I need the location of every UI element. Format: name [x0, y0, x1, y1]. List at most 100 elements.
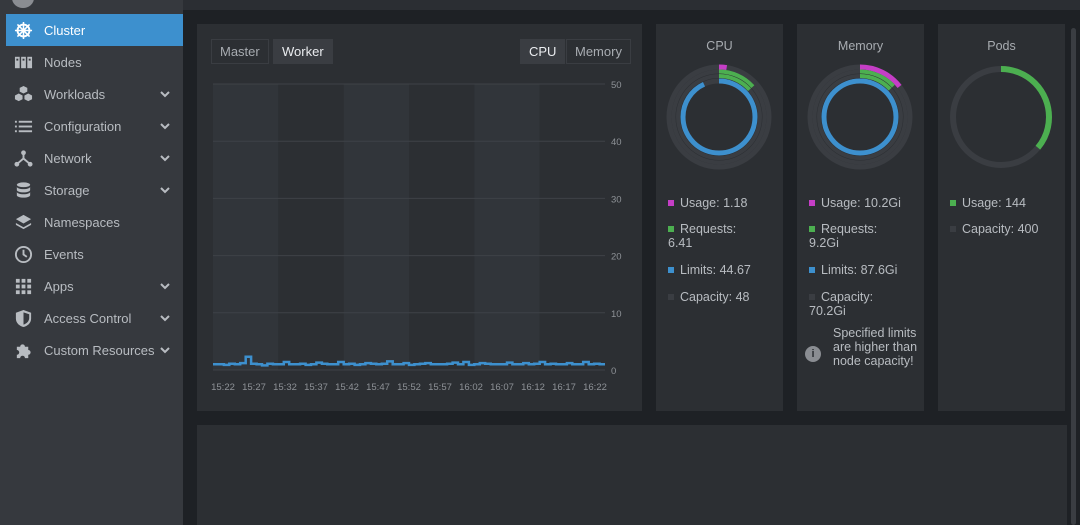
limits-arc — [821, 78, 899, 156]
top-bar — [183, 0, 1080, 10]
legend-usage: Usage: 1.18 — [668, 196, 786, 210]
chart-band — [474, 84, 540, 370]
sidebar: Cluster Nodes Workloads Configuration Ne… — [0, 0, 183, 525]
requests-arc — [812, 69, 908, 165]
sidebar-item-label: Network — [44, 150, 92, 166]
x-tick-label: 16:17 — [552, 382, 576, 393]
x-tick-label: 15:32 — [273, 382, 297, 393]
sidebar-item-storage[interactable]: Storage — [6, 174, 183, 206]
sidebar-item-custom-resources[interactable]: Custom Resources — [6, 334, 183, 366]
memory-card: Memory Usage: 10.2Gi Requests: 9.2Gi Limi… — [797, 24, 924, 411]
chevron-down-icon — [159, 88, 171, 100]
x-tick-label: 16:02 — [459, 382, 483, 393]
y-tick-label: 30 — [611, 194, 622, 205]
chart-band — [213, 84, 279, 370]
chart-band — [409, 84, 475, 370]
series-line — [213, 355, 605, 367]
tab-cpu[interactable]: CPU — [520, 39, 566, 64]
legend-capacity: Capacity: 70.2Gi — [809, 290, 874, 318]
puzzle-icon — [12, 339, 34, 361]
chevron-down-icon — [159, 312, 171, 324]
chevron-down-icon — [159, 152, 171, 164]
memory-donut — [807, 64, 913, 170]
sidebar-item-configuration[interactable]: Configuration — [6, 110, 183, 142]
info-icon: i — [805, 346, 821, 362]
pods-card: Pods Usage: 144 Capacity: 400 — [938, 24, 1065, 411]
y-tick-label: 50 — [611, 80, 622, 91]
usage-arc — [666, 64, 772, 170]
pods-donut — [950, 66, 1052, 168]
list-icon — [12, 115, 34, 137]
scrollbar-thumb[interactable] — [1071, 28, 1076, 525]
x-tick-label: 16:12 — [521, 382, 545, 393]
limits-warning: i Specified limits are higher than node … — [805, 326, 925, 368]
legend-requests: Requests: 9.2Gi — [809, 222, 878, 250]
sidebar-item-label: Custom Resources — [44, 342, 155, 358]
sidebar-item-cluster[interactable]: Cluster — [6, 14, 183, 46]
sidebar-item-network[interactable]: Network — [6, 142, 183, 174]
sidebar-item-label: Events — [44, 246, 84, 262]
shield-icon — [12, 307, 34, 329]
sidebar-item-label: Workloads — [44, 86, 106, 102]
y-tick-label: 10 — [611, 309, 622, 320]
y-tick-label: 40 — [611, 137, 622, 148]
x-tick-label: 15:57 — [428, 382, 452, 393]
sidebar-item-apps[interactable]: Apps — [6, 270, 183, 302]
network-icon — [12, 147, 34, 169]
usage-arc — [950, 66, 1052, 168]
chart-band — [539, 84, 605, 370]
sidebar-item-label: Storage — [44, 182, 90, 198]
card-title: CPU — [706, 39, 733, 53]
x-tick-label: 15:52 — [397, 382, 421, 393]
y-tick-label: 20 — [611, 252, 622, 263]
logo-icon — [12, 0, 34, 8]
card-title: Pods — [987, 39, 1016, 53]
clock-icon — [12, 243, 34, 265]
legend-capacity: Capacity: 48 — [668, 290, 786, 304]
sidebar-item-workloads[interactable]: Workloads — [6, 78, 183, 110]
chevron-down-icon — [159, 280, 171, 292]
sidebar-item-events[interactable]: Events — [6, 238, 183, 270]
x-tick-label: 15:42 — [335, 382, 359, 393]
legend-limits: Limits: 87.6Gi — [809, 263, 927, 277]
card-title: Memory — [837, 39, 884, 53]
sidebar-item-nodes[interactable]: Nodes — [6, 46, 183, 78]
bottom-panel — [197, 425, 1067, 525]
chevron-down-icon — [159, 344, 171, 356]
x-tick-label: 16:07 — [490, 382, 514, 393]
chart-band — [343, 84, 409, 370]
tab-memory[interactable]: Memory — [566, 39, 631, 64]
x-tick-label: 15:47 — [366, 382, 390, 393]
helm-icon — [12, 19, 34, 41]
sidebar-item-namespaces[interactable]: Namespaces — [6, 206, 183, 238]
chevron-down-icon — [159, 120, 171, 132]
chevron-down-icon — [159, 184, 171, 196]
x-tick-label: 16:22 — [583, 382, 607, 393]
sidebar-item-label: Access Control — [44, 310, 132, 326]
sidebar-item-access-control[interactable]: Access Control — [6, 302, 183, 334]
layers-icon — [12, 211, 34, 233]
sidebar-item-label: Configuration — [44, 118, 122, 134]
tab-master[interactable]: Master — [211, 39, 269, 64]
sidebar-item-label: Cluster — [44, 22, 86, 38]
x-tick-label: 15:27 — [242, 382, 266, 393]
cpu-donut — [666, 64, 772, 170]
nodes-icon — [12, 51, 34, 73]
requests-arc — [817, 74, 903, 160]
sidebar-item-label: Namespaces — [44, 214, 120, 230]
legend-usage: Usage: 144 — [950, 196, 1068, 210]
tab-worker[interactable]: Worker — [273, 39, 333, 64]
chart-band — [278, 84, 344, 370]
legend-requests: Requests: 6.41 — [668, 222, 737, 250]
x-tick-label: 15:37 — [304, 382, 328, 393]
database-icon — [12, 179, 34, 201]
x-tick-label: 15:22 — [211, 382, 235, 393]
usage-arc — [807, 64, 913, 170]
sidebar-item-label: Nodes — [44, 54, 82, 70]
legend-limits: Limits: 44.67 — [668, 263, 786, 277]
sidebar-item-label: Apps — [44, 278, 74, 294]
cpu-card: CPU Usage: 1.18 Requests: 6.41 Limits: 44… — [656, 24, 783, 411]
cpu-usage-chart: 50 40 30 20 10 0 15:22 15:27 15:32 15:37 15:42 15:… — [211, 80, 622, 393]
legend-capacity: Capacity: 400 — [950, 222, 1068, 236]
legend-usage: Usage: 10.2Gi — [809, 196, 927, 210]
